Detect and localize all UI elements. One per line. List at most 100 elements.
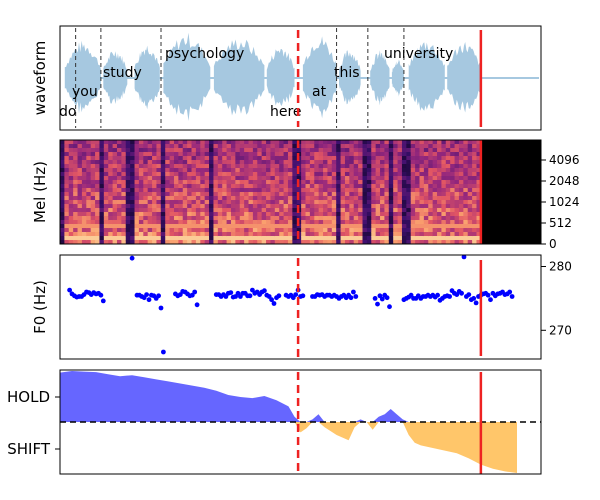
mel-cell xyxy=(266,212,271,217)
mel-cell xyxy=(305,140,311,145)
mel-cell xyxy=(248,188,254,193)
mel-cell xyxy=(239,144,245,149)
mel-cell xyxy=(257,140,263,145)
mel-cell xyxy=(112,204,118,209)
mel-cell xyxy=(331,240,337,245)
mel-cell xyxy=(217,160,223,165)
mel-cell xyxy=(432,192,438,197)
mel-cell xyxy=(380,188,385,193)
mel-cell xyxy=(388,196,394,201)
mel-cell xyxy=(463,200,469,205)
mel-cell xyxy=(458,232,464,237)
mel-cell xyxy=(366,172,372,177)
mel-cell xyxy=(191,236,197,241)
mel-cell xyxy=(309,180,315,185)
mel-cell xyxy=(165,156,171,161)
mel-cell xyxy=(415,204,420,209)
mel-cell xyxy=(445,172,451,177)
mel-cell xyxy=(64,148,70,153)
mel-cell xyxy=(191,228,197,233)
mel-cell xyxy=(204,140,210,145)
mel-cell xyxy=(314,172,320,177)
mel-cell xyxy=(152,152,157,157)
mel-cell xyxy=(165,204,171,209)
mel-cell xyxy=(152,148,157,153)
mel-cell xyxy=(213,164,219,169)
mel-cell xyxy=(327,196,333,201)
mel-cell xyxy=(248,224,254,229)
mel-cell xyxy=(68,152,74,157)
mel-cell xyxy=(301,216,307,221)
mel-cell xyxy=(213,188,219,193)
mel-cell xyxy=(476,216,482,221)
mel-cell xyxy=(116,216,122,221)
mel-cell xyxy=(279,228,285,233)
mel-cell xyxy=(191,232,197,237)
mel-cell xyxy=(191,196,197,201)
mel-cell xyxy=(230,216,236,221)
mel-cell xyxy=(86,232,92,237)
mel-cell xyxy=(187,140,193,145)
mel-cell xyxy=(130,212,136,217)
mel-cell xyxy=(230,140,236,145)
mel-cell xyxy=(222,228,228,233)
mel-cell xyxy=(160,204,166,209)
mel-cell xyxy=(458,220,464,225)
mel-cell xyxy=(230,164,236,169)
mel-cell xyxy=(344,188,350,193)
mel-cell xyxy=(160,196,166,201)
mel-cell xyxy=(165,160,171,165)
mel-cell xyxy=(270,180,276,185)
mel-cell xyxy=(340,164,346,169)
mel-cell xyxy=(301,184,307,189)
mel-cell xyxy=(173,208,179,213)
mel-cell xyxy=(143,200,149,205)
mel-cell xyxy=(279,168,285,173)
mel-cell xyxy=(388,240,394,245)
mel-cell xyxy=(73,192,79,197)
mel-cell xyxy=(90,204,96,209)
mel-cell xyxy=(160,144,166,149)
mel-cell xyxy=(60,164,65,169)
mel-cell xyxy=(476,204,482,209)
f0-point xyxy=(144,292,150,297)
mel-cell xyxy=(384,220,390,225)
mel-cell xyxy=(458,180,464,185)
mel-cell xyxy=(274,228,280,233)
mel-cell xyxy=(147,204,153,209)
mel-cell xyxy=(204,152,210,157)
mel-cell xyxy=(178,180,184,185)
mel-cell xyxy=(388,212,394,217)
mel-cell xyxy=(235,216,241,221)
mel-cell xyxy=(187,228,193,233)
mel-cell xyxy=(463,164,469,169)
mel-cell xyxy=(121,144,127,149)
mel-cell xyxy=(279,240,285,245)
mel-cell xyxy=(366,224,372,229)
mel-cell xyxy=(388,172,394,177)
mel-cell xyxy=(121,228,127,233)
mel-cell xyxy=(323,184,328,189)
mel-cell xyxy=(432,148,438,153)
mel-cell xyxy=(358,156,363,161)
mel-cell xyxy=(393,152,399,157)
mel-cell xyxy=(147,232,153,237)
mel-cell xyxy=(125,232,131,237)
mel-cell xyxy=(187,152,193,157)
mel-cell xyxy=(274,160,280,165)
mel-cell xyxy=(99,212,105,217)
mel-cell xyxy=(340,188,346,193)
mel-cell xyxy=(314,168,320,173)
mel-cell xyxy=(77,212,83,217)
mel-cell xyxy=(472,224,477,229)
mel-cell xyxy=(371,176,377,181)
f0-point xyxy=(459,290,464,296)
mel-cell xyxy=(384,172,390,177)
mel-cell xyxy=(292,240,298,245)
mel-cell xyxy=(353,152,359,157)
mel-cell xyxy=(397,232,403,237)
mel-cell xyxy=(68,212,74,217)
mel-cell xyxy=(375,216,381,221)
mel-cell xyxy=(327,212,333,217)
